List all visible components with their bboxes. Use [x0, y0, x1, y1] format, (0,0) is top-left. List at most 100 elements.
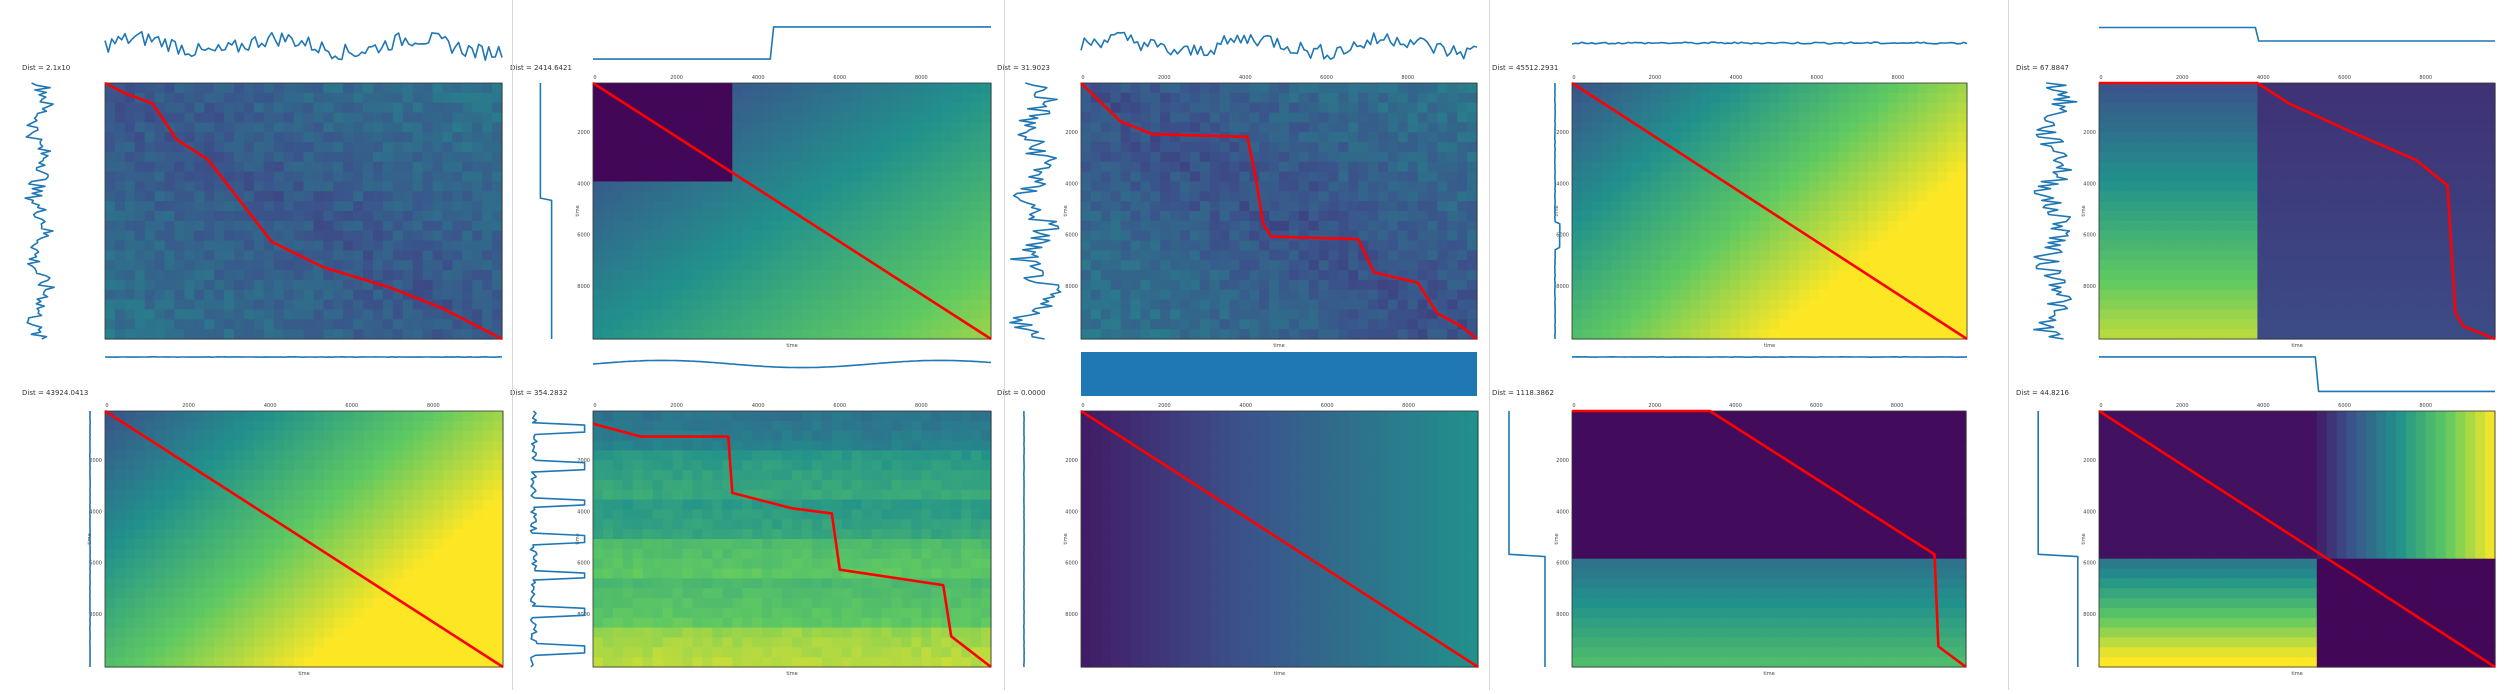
heatmap-cell	[971, 83, 982, 93]
heatmap-cell	[971, 142, 982, 152]
heatmap-cell	[353, 231, 364, 241]
heatmap-cell	[363, 319, 374, 329]
heatmap-cell	[1928, 241, 1938, 251]
heatmap-cell	[1111, 162, 1122, 172]
heatmap-cell	[1681, 142, 1691, 152]
heatmap-cell	[653, 83, 664, 93]
heatmap-cell	[1720, 329, 1730, 339]
heatmap-cell	[115, 250, 126, 260]
heatmap-cell	[702, 93, 713, 103]
x-tick-label: 6000	[1811, 75, 1824, 81]
heatmap-cell	[204, 83, 215, 93]
heatmap-cell	[1809, 162, 1819, 172]
heatmap-cell	[822, 250, 833, 260]
heatmap-cell	[2139, 181, 2150, 191]
heatmap-cell	[1338, 83, 1349, 93]
heatmap-cell	[2337, 93, 2348, 103]
heatmap-cell	[971, 201, 982, 211]
heatmap-cell	[2158, 142, 2169, 152]
heatmap-cell	[1592, 250, 1602, 260]
heatmap-cell	[155, 329, 166, 339]
heatmap-cell	[802, 290, 813, 300]
heatmap-cell	[1111, 250, 1122, 260]
heatmap-cell	[2327, 162, 2338, 172]
heatmap-cell	[442, 260, 453, 270]
heatmap-cell	[1700, 221, 1710, 231]
heatmap-cell	[941, 191, 952, 201]
heatmap-cell	[1140, 309, 1151, 319]
heatmap-cell	[224, 152, 235, 162]
heatmap-cell	[961, 103, 972, 113]
heatmap-cell	[1661, 152, 1671, 162]
heatmap-cell	[1898, 172, 1908, 182]
heatmap-cell	[2099, 221, 2110, 231]
heatmap-cell	[862, 300, 873, 310]
heatmap-cell	[2168, 231, 2179, 241]
heatmap-cell	[482, 231, 493, 241]
heatmap-cell	[135, 300, 146, 310]
heatmap-cell	[1602, 329, 1612, 339]
heatmap-cell	[901, 172, 912, 182]
heatmap-cell	[1398, 122, 1409, 132]
heatmap-cell	[872, 113, 883, 123]
heatmap-cell	[1849, 142, 1859, 152]
heatmap-cell	[423, 319, 434, 329]
heatmap-cell	[2218, 83, 2229, 93]
heatmap-cell	[343, 152, 354, 162]
heatmap-cell	[254, 250, 265, 260]
heatmap-cell	[832, 290, 843, 300]
heatmap-cell	[1190, 280, 1201, 290]
heatmap-cell	[663, 290, 674, 300]
heatmap-cell	[1582, 211, 1592, 221]
heatmap-cell	[931, 152, 942, 162]
heatmap-cell	[683, 221, 694, 231]
heatmap-cell	[2446, 142, 2457, 152]
heatmap-cell	[1947, 250, 1957, 260]
heatmap-cell	[1378, 290, 1389, 300]
heatmap-cell	[892, 93, 903, 103]
heatmap-cell	[174, 211, 185, 221]
heatmap-cell	[1398, 300, 1409, 310]
heatmap-cell	[333, 309, 344, 319]
heatmap-cell	[2327, 221, 2338, 231]
heatmap-cell	[1671, 191, 1681, 201]
heatmap-cell	[125, 231, 136, 241]
heatmap-cell	[1408, 201, 1419, 211]
heatmap-cell	[1612, 181, 1622, 191]
heatmap-cell	[872, 250, 883, 260]
heatmap-cell	[2099, 132, 2110, 142]
heatmap-cell	[2168, 250, 2179, 260]
heatmap-cell	[353, 211, 364, 221]
heatmap-cell	[1829, 329, 1839, 339]
heatmap-cell	[673, 300, 684, 310]
heatmap-cell	[862, 270, 873, 280]
heatmap-cell	[921, 280, 932, 290]
heatmap-cell	[613, 241, 624, 251]
heatmap-cell	[363, 250, 374, 260]
heatmap-cell	[472, 152, 483, 162]
heatmap-cell	[2238, 113, 2249, 123]
heatmap-cell	[1770, 280, 1780, 290]
heatmap-cell	[1259, 122, 1270, 132]
heatmap-cell	[792, 241, 803, 251]
heatmap-cell	[1750, 142, 1760, 152]
heatmap-cell	[1329, 162, 1340, 172]
heatmap-cell	[1908, 309, 1918, 319]
heatmap-cell	[752, 309, 763, 319]
heatmap-cell	[433, 250, 444, 260]
heatmap-cell	[2396, 191, 2407, 201]
heatmap-cell	[1091, 181, 1102, 191]
heatmap-cell	[135, 329, 146, 339]
heatmap-cell	[1631, 201, 1641, 211]
heatmap-cell	[1319, 241, 1330, 251]
heatmap-cell	[373, 221, 384, 231]
heatmap-cell	[1760, 300, 1770, 310]
heatmap-cell	[2416, 191, 2427, 201]
heatmap-cell	[1612, 329, 1622, 339]
heatmap-cell	[1957, 93, 1967, 103]
heatmap-cell	[1190, 231, 1201, 241]
heatmap-cell	[1150, 250, 1161, 260]
heatmap-cell	[712, 172, 723, 182]
heatmap-cell	[1829, 93, 1839, 103]
y-tick-label: 2000	[1556, 130, 1569, 136]
